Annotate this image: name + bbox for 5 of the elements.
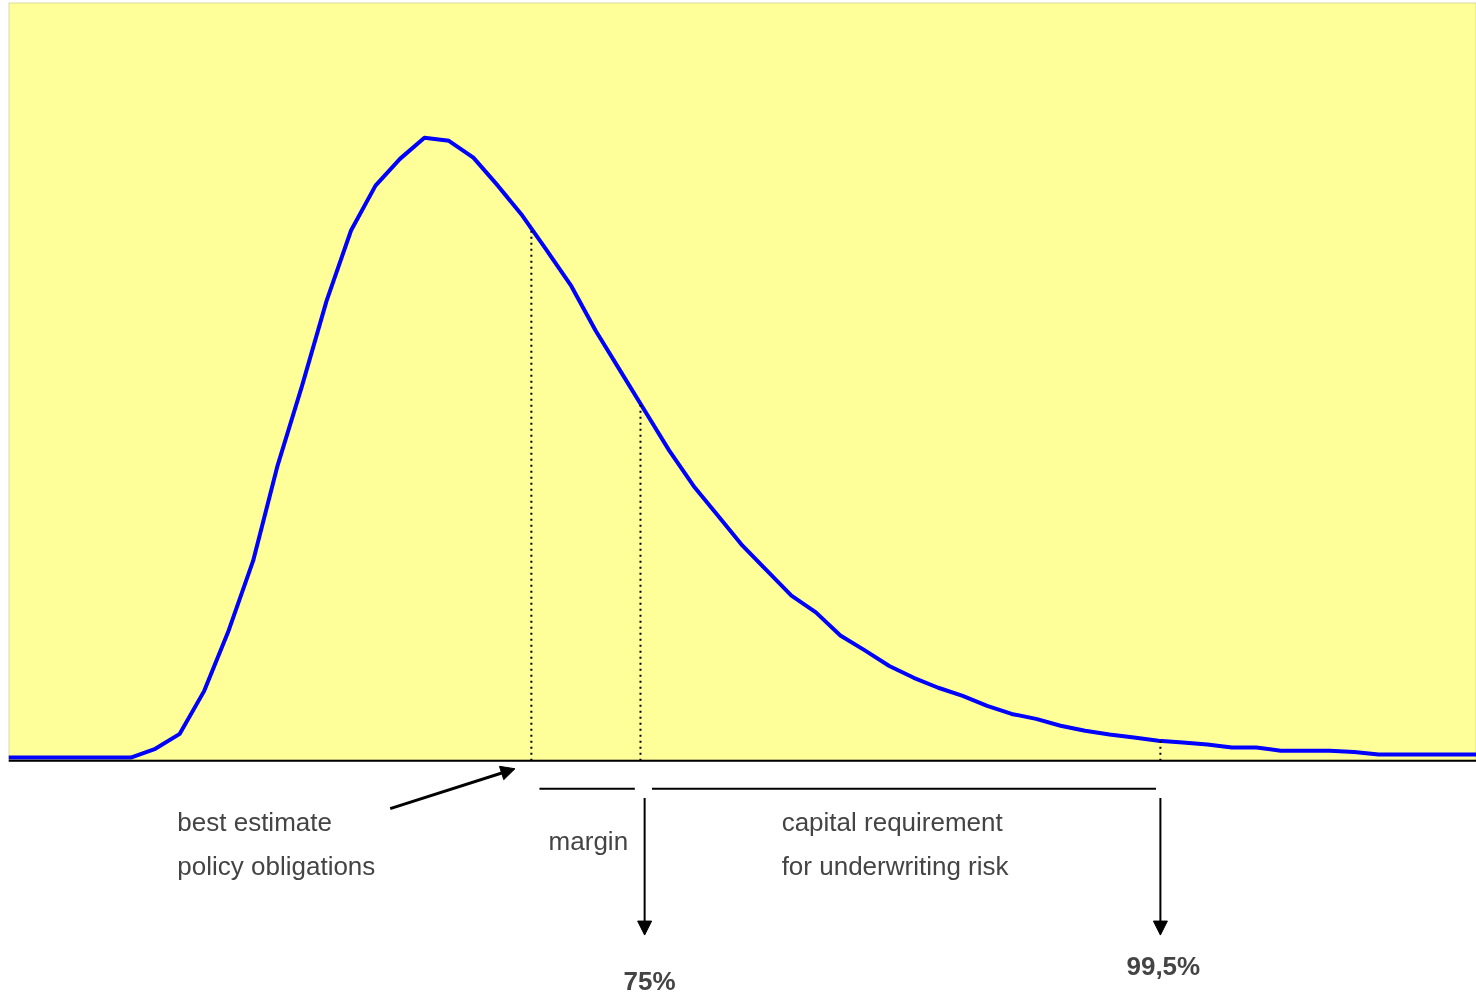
text: 99,5% xyxy=(1126,950,1201,981)
text: capital requirement for underwriting risk xyxy=(781,807,1010,881)
text: margin xyxy=(548,826,629,857)
text: 75% xyxy=(623,966,676,997)
text: best estimate policy obligations xyxy=(177,807,376,881)
